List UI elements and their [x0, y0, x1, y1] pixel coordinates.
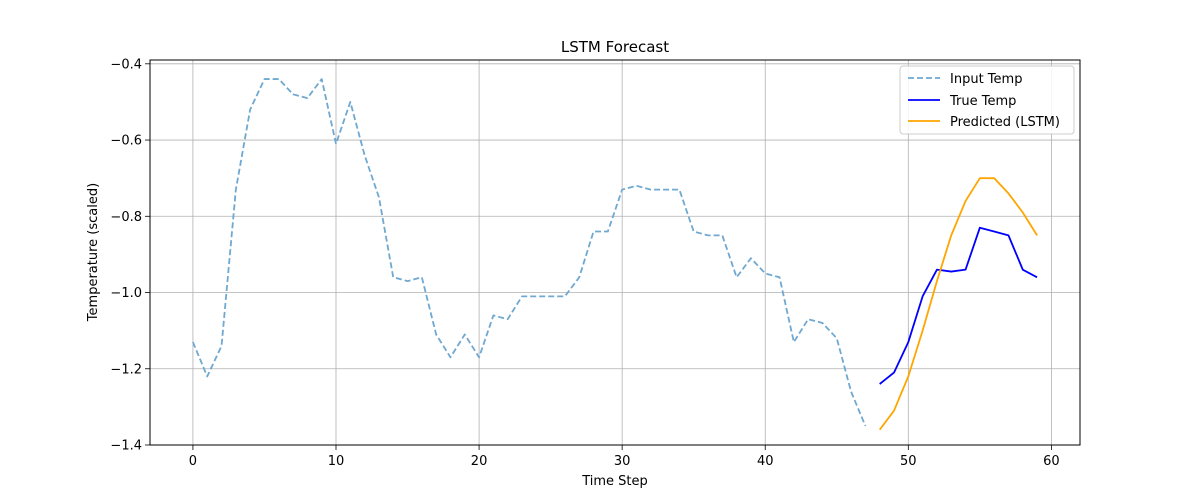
y-tick-label: −0.6	[110, 134, 142, 149]
y-tick-label: −0.8	[110, 210, 142, 225]
x-tick-label: 0	[189, 454, 197, 469]
x-tick-label: 60	[1043, 454, 1060, 469]
x-axis-label: Time Step	[581, 474, 648, 489]
x-tick-label: 40	[757, 454, 774, 469]
legend-label-true: True Temp	[949, 94, 1016, 109]
y-axis-label: Temperature (scaled)	[86, 183, 101, 322]
series-line-input	[192, 78, 867, 427]
y-tick-label: −1.0	[110, 286, 142, 301]
legend: Input Temp True Temp Predicted (LSTM)	[899, 65, 1075, 135]
series-line-predicted	[878, 177, 1038, 431]
x-tick-label: 30	[614, 454, 631, 469]
legend-label-predicted: Predicted (LSTM)	[950, 115, 1060, 130]
y-ticks: −1.4 −1.2 −1.0 −0.8 −0.6 −0.4	[110, 57, 150, 454]
y-tick-label: −1.2	[110, 362, 142, 377]
series-lines	[192, 78, 1038, 431]
series-line-true	[879, 226, 1038, 385]
chart-title: LSTM Forecast	[561, 38, 669, 56]
legend-box	[899, 65, 1075, 135]
y-tick-label: −1.4	[110, 439, 142, 454]
legend-label-input: Input Temp	[950, 72, 1022, 87]
plot-frame	[149, 59, 1081, 446]
x-tick-label: 10	[328, 454, 345, 469]
x-tick-label: 20	[471, 454, 488, 469]
y-tick-label: −0.4	[110, 57, 142, 72]
x-tick-label: 50	[900, 454, 917, 469]
x-ticks: 0 10 20 30 40 50 60	[189, 445, 1060, 469]
